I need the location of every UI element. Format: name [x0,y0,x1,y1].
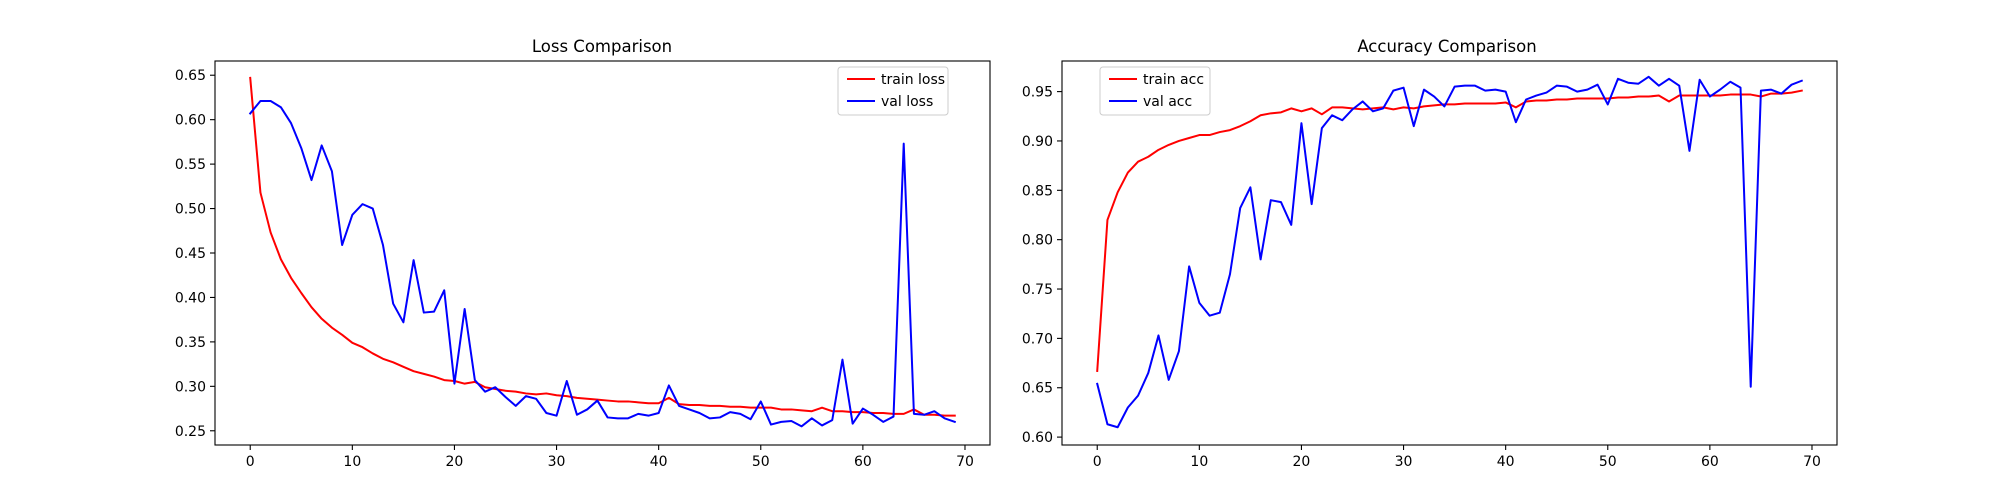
loss-xtick-label: 40 [650,454,668,470]
accuracy-ytick-label: 0.95 [1022,85,1053,101]
accuracy-xtick-label: 20 [1293,454,1311,470]
loss-legend-train-label: train loss [881,72,945,88]
accuracy-series-val-acc [1096,75,1804,429]
accuracy-ytick-label: 0.65 [1022,381,1053,397]
loss-ytick-label: 0.35 [175,335,206,351]
accuracy-chart: Accuracy Comparison 0 10 20 30 40 50 60 700.600… [1022,37,1838,470]
loss-xtick-label: 70 [956,454,974,470]
accuracy-xtick-label: 40 [1497,454,1515,470]
accuracy-ytick-label: 0.75 [1022,282,1053,298]
loss-ytick-label: 0.30 [175,379,206,395]
loss-ytick-label: 0.25 [175,424,206,440]
loss-legend: train loss val loss [837,66,949,116]
accuracy-legend-val-label: val acc [1143,94,1192,110]
loss-chart: Loss Comparison 0 10 20 30 40 50 60 700.250.300… [175,37,991,470]
accuracy-xtick-label: 0 [1093,454,1102,470]
loss-ytick-label: 0.45 [175,246,206,262]
loss-xtick-label: 50 [752,454,770,470]
loss-ytick-label: 0.40 [175,290,206,306]
accuracy-xtick-label: 70 [1803,454,1821,470]
loss-xtick-label: 20 [446,454,464,470]
loss-series-val-loss [248,100,957,428]
loss-xtick-label: 10 [343,454,361,470]
accuracy-series-train-acc [1096,89,1803,373]
accuracy-plot-area: 0 10 20 30 40 50 60 70 0.60 0.65 0.70 0.75 0.80 0.85 0… [1022,60,1838,470]
accuracy-ytick-label: 0.85 [1022,183,1053,199]
loss-legend-val-label: val loss [881,94,933,110]
accuracy-xtick-label: 30 [1395,454,1413,470]
accuracy-ytick-label: 0.60 [1022,430,1053,446]
accuracy-xtick-label: 10 [1190,454,1208,470]
accuracy-xtick-label: 60 [1701,454,1719,470]
accuracy-xtick-label: 50 [1599,454,1617,470]
loss-ytick-label: 0.65 [175,68,206,84]
accuracy-legend: train acc val acc [1099,66,1211,116]
accuracy-axes-frame [1061,60,1838,446]
loss-chart-title: Loss Comparison [532,37,672,56]
accuracy-ytick-label: 0.70 [1022,331,1053,347]
loss-plot-area: 0 10 20 30 40 50 60 70 0.25 0.30 0.35 0.40 0.45 0.50 0… [175,60,991,470]
accuracy-ytick-label: 0.80 [1022,233,1053,249]
accuracy-chart-title: Accuracy Comparison [1357,37,1536,56]
loss-series-train-loss [249,76,956,417]
accuracy-legend-train-label: train acc [1143,72,1204,88]
loss-ytick-label: 0.60 [175,113,206,129]
loss-xtick-label: 0 [246,454,255,470]
accuracy-ytick-label: 0.90 [1022,134,1053,150]
loss-xtick-label: 60 [854,454,872,470]
loss-ytick-label: 0.55 [175,157,206,173]
loss-ytick-label: 0.50 [175,202,206,218]
loss-xtick-label: 30 [548,454,566,470]
